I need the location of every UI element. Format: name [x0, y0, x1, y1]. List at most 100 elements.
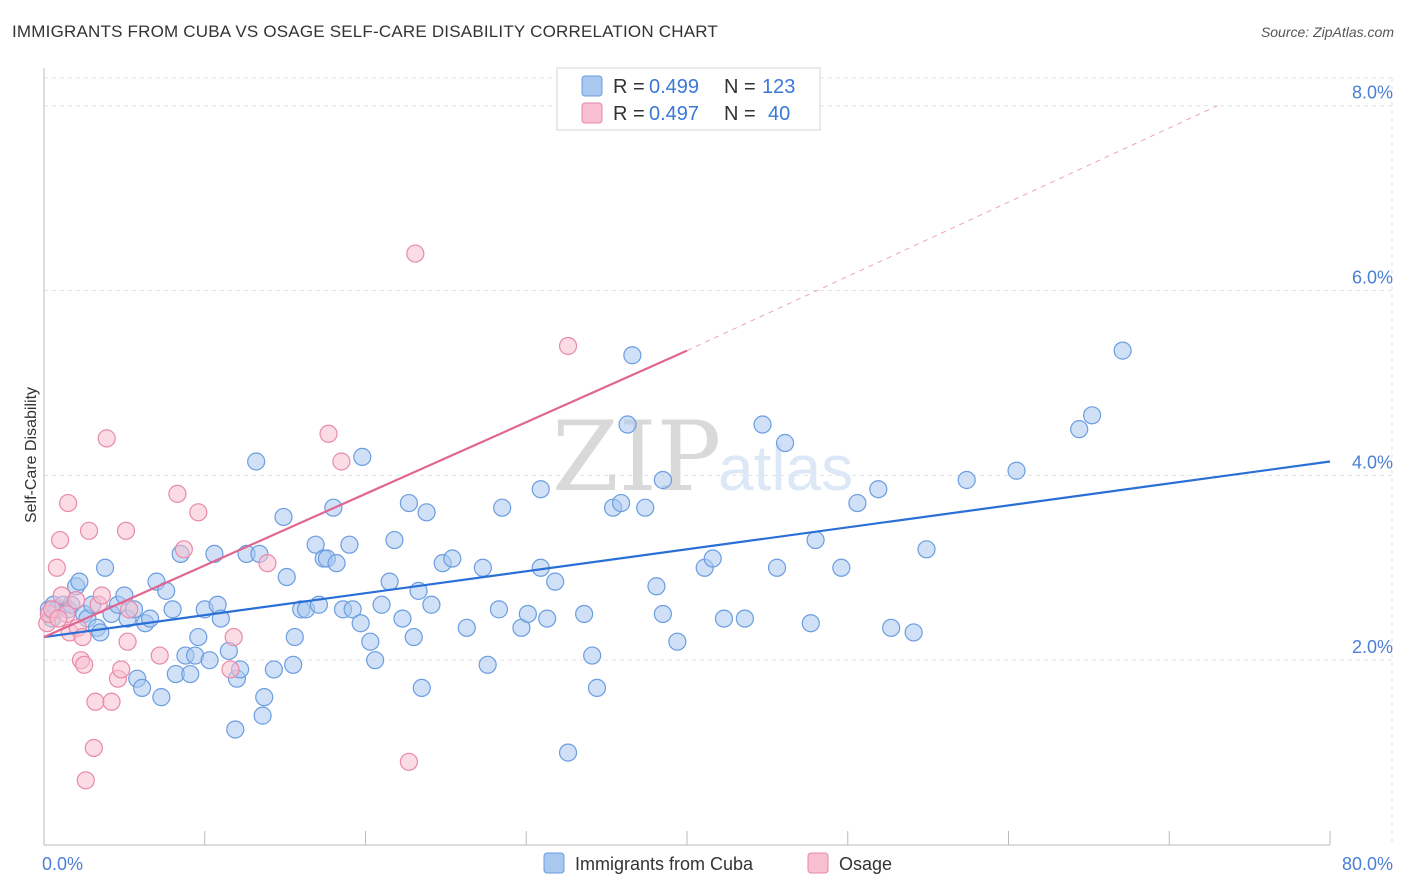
cuba-point [531, 480, 550, 499]
cuba-point [1070, 420, 1089, 439]
legend-r-value-osage: 0.497 [649, 103, 699, 125]
cuba-point [277, 567, 296, 587]
watermark-zip: ZIP [552, 401, 721, 513]
cuba-point [775, 433, 795, 453]
cuba-point [1007, 461, 1026, 480]
cuba-point [393, 609, 412, 628]
osage-point [97, 429, 116, 448]
osage-point [84, 738, 103, 758]
x-tick-label-min: 0.0% [42, 854, 83, 874]
osage-point [224, 627, 243, 647]
osage-point [319, 424, 338, 443]
legend-swatch-cuba [581, 75, 603, 97]
cuba-point [255, 688, 274, 707]
cuba-point [538, 609, 557, 628]
osage-point [258, 554, 277, 573]
osage-trend-line [43, 349, 688, 639]
cuba-point [546, 572, 565, 591]
legend: R = 0.499 N = 123 R = 0.497 N = 40 [556, 67, 821, 131]
cuba-point [457, 618, 476, 637]
cuba-point [668, 632, 687, 651]
cuba-point [703, 549, 722, 568]
cuba-point [443, 549, 462, 568]
y-tick-label: 4.0% [1352, 452, 1393, 472]
cuba-point [735, 609, 754, 628]
osage-point [406, 244, 425, 263]
bottom-legend-label-cuba: Immigrants from Cuba [575, 854, 754, 874]
cuba-point [957, 470, 976, 490]
cuba-point [558, 743, 578, 762]
osage-trend-extension [686, 105, 1218, 352]
axes-layer: 2.0% 4.0% 6.0% 8.0% 0.0% 80.0% [42, 68, 1393, 874]
cuba-point [380, 572, 399, 591]
osage-point [76, 771, 95, 790]
cuba-point [801, 614, 820, 633]
cuba-point [404, 627, 423, 647]
cuba-point [904, 623, 923, 642]
cuba-point [132, 678, 152, 698]
cuba-point [247, 452, 266, 471]
osage-point [102, 692, 121, 711]
cuba-point [493, 498, 512, 517]
osage-point [189, 503, 208, 522]
legend-n-label-cuba: N = [724, 76, 756, 98]
legend-n-value-cuba: 123 [762, 76, 795, 98]
cuba-point [653, 604, 672, 624]
cuba-point [583, 646, 602, 665]
cuba-point [264, 660, 283, 679]
cuba-point [753, 415, 772, 434]
cuba-point [767, 558, 787, 577]
cuba-point [1113, 341, 1132, 360]
trend-layer [43, 105, 1331, 639]
osage-point [47, 558, 66, 577]
osage-point [67, 591, 86, 610]
cuba-point [417, 503, 436, 522]
cuba-point [385, 530, 404, 550]
bottom-legend: Immigrants from Cuba Osage [543, 852, 892, 874]
cuba-point [95, 558, 115, 577]
points-layer [38, 244, 1132, 790]
cuba-point [587, 678, 607, 698]
cuba-point [575, 604, 594, 624]
osage-point [92, 586, 111, 605]
osage-point [168, 484, 187, 503]
cuba-point [647, 577, 666, 596]
legend-n-label-osage: N = [724, 103, 756, 125]
cuba-point [806, 530, 825, 550]
cuba-point [353, 447, 372, 466]
legend-r-label-osage: R = [613, 103, 645, 125]
cuba-point [200, 651, 219, 670]
osage-point [558, 336, 578, 356]
cuba-point [882, 618, 901, 637]
cuba-point [489, 600, 509, 619]
cuba-point [306, 535, 325, 554]
osage-point [59, 493, 78, 513]
cuba-point [1082, 406, 1102, 425]
watermark: ZIP atlas [552, 401, 853, 513]
cuba-point [618, 415, 637, 434]
legend-r-label-cuba: R = [613, 76, 645, 98]
osage-point [49, 609, 68, 628]
osage-point [86, 692, 105, 711]
cuba-point [422, 595, 441, 614]
cuba-point [623, 346, 642, 365]
cuba-point [152, 688, 171, 707]
osage-point [399, 752, 419, 771]
osage-point [50, 530, 70, 550]
cuba-point [611, 493, 631, 513]
cuba-point [399, 493, 419, 513]
cuba-point [140, 609, 160, 628]
y-axis-label: Self-Care Disability [23, 387, 40, 523]
legend-n-value-osage: 40 [768, 103, 790, 125]
cuba-point [340, 535, 359, 554]
cuba-point [518, 604, 537, 624]
osage-point [332, 452, 351, 471]
source-label: Source: ZipAtlas.com [1260, 24, 1394, 40]
cuba-point [372, 595, 391, 614]
bottom-legend-swatch-cuba [543, 852, 565, 874]
y-tick-label: 6.0% [1352, 268, 1393, 288]
chart-title: IMMIGRANTS FROM CUBA VS OSAGE SELF-CARE … [12, 22, 718, 41]
cuba-point [473, 558, 492, 577]
cuba-point [205, 544, 224, 564]
cuba-point [163, 600, 182, 619]
